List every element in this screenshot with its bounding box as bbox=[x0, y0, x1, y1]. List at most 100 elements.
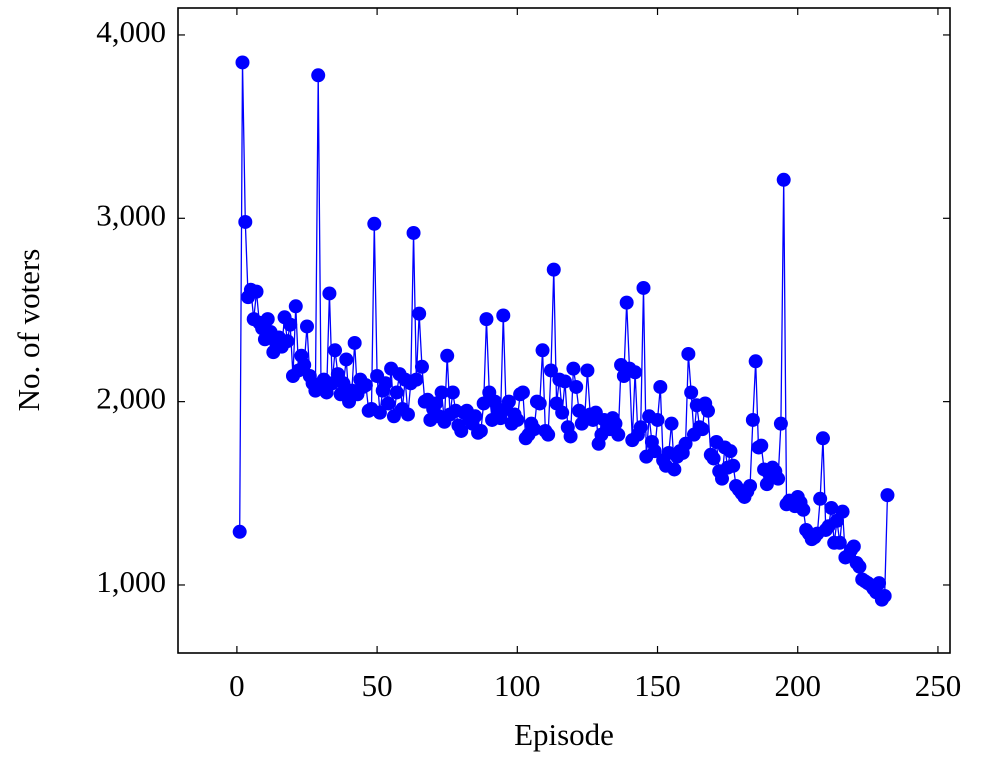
data-point bbox=[414, 359, 429, 374]
plot-frame bbox=[177, 7, 951, 654]
data-point bbox=[846, 539, 861, 554]
series-line bbox=[239, 62, 889, 602]
data-point bbox=[771, 471, 786, 486]
data-point bbox=[555, 405, 570, 420]
data-point bbox=[381, 396, 396, 411]
data-point bbox=[748, 354, 763, 369]
data-point bbox=[406, 225, 421, 240]
x-tick-label: 0 bbox=[229, 668, 245, 703]
data-point bbox=[824, 500, 839, 515]
data-point bbox=[636, 280, 651, 295]
data-point bbox=[723, 444, 738, 459]
x-tick-label: 50 bbox=[362, 668, 393, 703]
data-point bbox=[283, 317, 298, 332]
data-point bbox=[389, 385, 404, 400]
data-point bbox=[412, 306, 427, 321]
data-point bbox=[647, 444, 662, 459]
data-point bbox=[454, 423, 469, 438]
data-point bbox=[754, 438, 769, 453]
data-point bbox=[347, 335, 362, 350]
x-axis-label: Episode bbox=[514, 717, 614, 752]
x-tick-label: 250 bbox=[915, 668, 962, 703]
data-point bbox=[535, 343, 550, 358]
data-point bbox=[409, 372, 424, 387]
data-point bbox=[815, 431, 830, 446]
data-point bbox=[695, 422, 710, 437]
data-point bbox=[776, 172, 791, 187]
data-point bbox=[434, 385, 449, 400]
data-point bbox=[773, 416, 788, 431]
data-point bbox=[515, 385, 530, 400]
data-point bbox=[715, 471, 730, 486]
data-point bbox=[681, 346, 696, 361]
data-point bbox=[852, 559, 867, 574]
data-point bbox=[877, 588, 892, 603]
data-point bbox=[299, 319, 314, 334]
data-point bbox=[650, 412, 665, 427]
y-axis-label: No. of voters bbox=[11, 249, 46, 412]
data-point bbox=[700, 403, 715, 418]
data-point bbox=[546, 262, 561, 277]
data-point bbox=[476, 396, 491, 411]
data-point bbox=[440, 348, 455, 363]
data-point bbox=[501, 394, 516, 409]
data-point bbox=[496, 308, 511, 323]
data-point bbox=[541, 427, 556, 442]
data-point bbox=[566, 361, 581, 376]
data-point bbox=[339, 352, 354, 367]
data-point bbox=[608, 416, 623, 431]
data-point bbox=[678, 436, 693, 451]
data-point bbox=[238, 214, 253, 229]
data-point bbox=[880, 488, 895, 503]
data-point bbox=[706, 451, 721, 466]
data-point bbox=[633, 420, 648, 435]
data-point bbox=[557, 374, 572, 389]
data-point bbox=[653, 379, 668, 394]
data-point bbox=[445, 385, 460, 400]
data-point bbox=[473, 423, 488, 438]
data-point bbox=[667, 462, 682, 477]
x-tick-label: 150 bbox=[634, 668, 681, 703]
data-point bbox=[832, 535, 847, 550]
data-point bbox=[563, 429, 578, 444]
data-point bbox=[611, 427, 626, 442]
data-point bbox=[745, 412, 760, 427]
data-point bbox=[510, 412, 525, 427]
data-point bbox=[835, 504, 850, 519]
data-point bbox=[468, 409, 483, 424]
data-point bbox=[796, 502, 811, 517]
data-point bbox=[400, 407, 415, 422]
data-point bbox=[664, 416, 679, 431]
y-tick-label: 1,000 bbox=[96, 564, 166, 599]
data-point bbox=[249, 284, 264, 299]
data-point bbox=[260, 312, 275, 327]
data-point bbox=[232, 524, 247, 539]
data-point bbox=[372, 405, 387, 420]
data-point bbox=[619, 295, 634, 310]
data-point bbox=[872, 576, 887, 591]
y-tick-label: 4,000 bbox=[96, 14, 166, 49]
data-point bbox=[297, 357, 312, 372]
x-tick-label: 200 bbox=[774, 668, 821, 703]
y-tick-label: 2,000 bbox=[96, 381, 166, 416]
data-point bbox=[527, 422, 542, 437]
data-point bbox=[532, 396, 547, 411]
data-point bbox=[580, 363, 595, 378]
data-point bbox=[358, 378, 373, 393]
data-point bbox=[322, 286, 337, 301]
data-point bbox=[235, 55, 250, 70]
data-point bbox=[367, 216, 382, 231]
data-point bbox=[628, 365, 643, 380]
data-point bbox=[743, 478, 758, 493]
data-point bbox=[311, 68, 326, 83]
data-point bbox=[569, 379, 584, 394]
data-point bbox=[543, 363, 558, 378]
data-point bbox=[288, 299, 303, 314]
data-point bbox=[280, 334, 295, 349]
data-point bbox=[726, 458, 741, 473]
data-point bbox=[479, 312, 494, 327]
data-point bbox=[813, 491, 828, 506]
data-point bbox=[378, 376, 393, 391]
data-point bbox=[684, 385, 699, 400]
